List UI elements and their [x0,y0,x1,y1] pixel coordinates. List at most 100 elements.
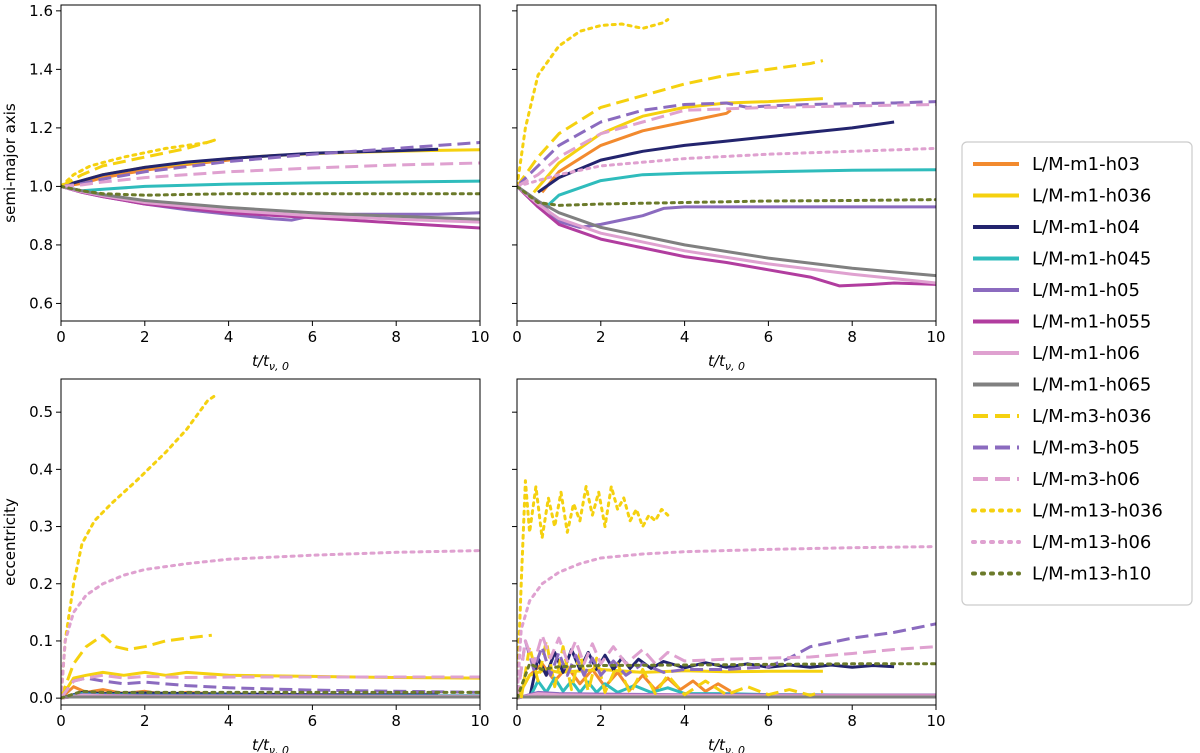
x-tick-label: 8 [391,328,401,346]
series-line-l-m-m3-h05 [61,141,480,188]
x-tick-label: 8 [847,712,857,730]
y-tick-label: 0.2 [29,575,53,593]
legend: L/M-m1-h03 L/M-m1-h036 L/M-m1-h04 L/M-m1-h0… [961,141,1193,606]
series-line-l-m-m1-h06 [517,185,936,285]
series-line-l-m-m1-h036 [532,97,823,194]
legend-label-l-m-m1-h055: L/M-m1-h055 [1032,312,1151,333]
legend-label-l-m-m1-h036: L/M-m1-h036 [1032,186,1151,207]
x-tick-label: 0 [56,328,66,346]
legend-label-l-m-m3-h05: L/M-m3-h05 [1032,438,1140,459]
y-tick-label: 0.4 [29,460,53,478]
series-line-l-m-m13-h06 [517,545,936,700]
series-group [61,138,480,230]
series-line-l-m-m13-h10 [517,662,936,700]
series-line-l-m-m13-h10 [61,184,480,197]
y-tick-label: 0.1 [29,632,53,650]
x-tick-label: 0 [512,712,522,730]
series-line-l-m-m3-h036 [519,639,824,699]
legend-label-l-m-m3-h036: L/M-m3-h036 [1032,406,1151,427]
series-line-l-m-m3-h06 [61,673,480,699]
x-tick-label: 6 [308,712,318,730]
y-tick-label: 1.4 [29,60,53,78]
series-line-l-m-m3-h06 [61,161,480,188]
x-tick-label: 2 [140,328,150,346]
legend-label-l-m-m1-h06: L/M-m1-h06 [1032,343,1140,364]
legend-label-l-m-m13-h06: L/M-m13-h06 [1032,532,1151,553]
series-line-l-m-m1-h055 [517,185,936,288]
y-tick-label: 1.2 [29,119,53,137]
series-line-l-m-m13-h06 [517,146,936,188]
series-line-l-m-m13-h036 [61,138,218,188]
legend-label-l-m-m1-h04: L/M-m1-h04 [1032,217,1140,238]
series-line-l-m-m1-h065 [517,185,936,278]
y-tick-label: 0.0 [29,689,53,707]
series-line-l-m-m13-h06 [61,549,480,700]
legend-label-l-m-m13-h036: L/M-m13-h036 [1032,501,1163,522]
x-axis-label: t/tν, 0 [708,736,745,753]
series-line-l-m-m3-h05 [517,100,936,188]
axes-frame [60,4,481,322]
series-group [517,18,936,288]
legend-label-l-m-m1-h045: L/M-m1-h045 [1032,249,1151,270]
y-tick-label: 0.5 [29,403,53,421]
x-tick-label: 4 [224,328,234,346]
legend-label-l-m-m3-h06: L/M-m3-h06 [1032,469,1140,490]
x-tick-label: 4 [680,328,690,346]
y-axis-label: semi-major axis [1,103,19,223]
axes-frame [516,378,937,706]
series-line-l-m-m3-h05 [517,622,936,699]
series-line-l-m-m1-h045 [61,179,480,193]
y-axis-label: eccentricity [1,498,19,586]
x-tick-label: 0 [512,328,522,346]
series-line-l-m-m13-h036 [517,18,670,188]
axes-frame [516,4,937,322]
x-axis-label: t/tν, 0 [252,736,289,753]
y-tick-label: 1.0 [29,177,53,195]
axes-frame [60,378,481,706]
x-tick-label: 6 [764,328,774,346]
legend-label-l-m-m1-h05: L/M-m1-h05 [1032,280,1140,301]
x-tick-label: 10 [470,712,489,730]
series-line-l-m-m13-h10 [61,689,480,700]
series-group [61,393,480,700]
panel-bottom-left: 0 2 4 6 8 10 0.0 0.1 0.2 0.3 0.4 0.5 t/tν, 0 eccentri… [1,378,490,753]
x-tick-label: 0 [56,712,66,730]
series-line-l-m-m13-h10 [517,184,936,207]
x-axis-label: t/tν, 0 [708,352,745,373]
y-tick-label: 1.6 [29,2,53,20]
series-line-l-m-m3-h036 [61,633,212,699]
x-tick-label: 4 [680,712,690,730]
series-line-l-m-m3-h036 [61,139,213,188]
panels: 0 2 4 6 8 10 0.6 0.8 1.0 1.2 1.4 1.6 t/tν, 0 semi-maj… [1,2,946,753]
series-line-l-m-m1-h03 [540,109,732,194]
panel-top-left: 0 2 4 6 8 10 0.6 0.8 1.0 1.2 1.4 1.6 t/tν, 0 semi-maj… [1,2,490,373]
x-tick-label: 2 [596,712,606,730]
series-line-l-m-m1-h036 [61,670,480,699]
legend-label-l-m-m13-h10: L/M-m13-h10 [1032,564,1151,585]
series-line-l-m-m13-h036 [61,393,218,700]
panel-top-right: 0 2 4 6 8 10 t/tν, 0 [512,4,946,373]
x-tick-label: 10 [926,712,945,730]
series-line-l-m-m13-h036 [517,479,670,700]
y-tick-label: 0.6 [29,294,53,312]
y-tick-label: 0.8 [29,236,53,254]
x-tick-label: 2 [140,712,150,730]
x-tick-label: 10 [470,328,489,346]
legend-frame [961,141,1193,606]
series-group [517,479,936,700]
legend-label-l-m-m1-h065: L/M-m1-h065 [1032,375,1151,396]
y-tick-label: 0.3 [29,518,53,536]
x-tick-label: 2 [596,328,606,346]
series-line-l-m-m1-h045 [545,168,936,208]
x-axis-label: t/tν, 0 [252,352,289,373]
x-tick-label: 8 [847,328,857,346]
series-line-l-m-m3-h06 [517,103,936,188]
x-tick-label: 8 [391,712,401,730]
x-tick-label: 6 [308,328,318,346]
series-line-l-m-m3-h036 [517,59,824,188]
series-line-l-m-m3-h06 [517,633,936,699]
legend-label-l-m-m1-h03: L/M-m1-h03 [1032,154,1140,175]
panel-bottom-right: 0 2 4 6 8 10 t/tν, 0 [512,378,946,753]
x-tick-label: 4 [224,712,234,730]
